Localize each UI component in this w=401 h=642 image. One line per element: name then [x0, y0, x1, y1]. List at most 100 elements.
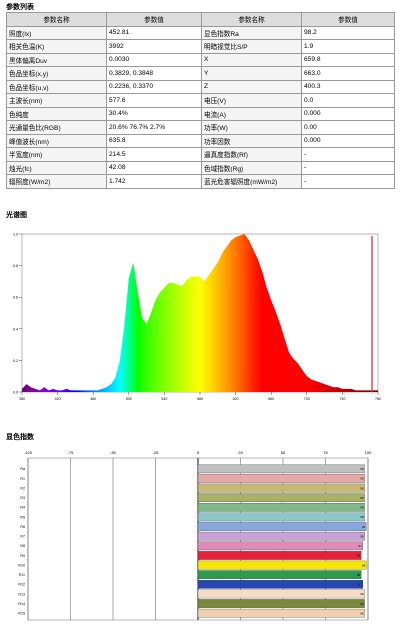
cri-bar — [197, 551, 362, 560]
cri-bar — [197, 522, 367, 531]
header-param-value: 参数值 — [106, 12, 202, 27]
cri-bar — [197, 503, 365, 512]
spectrum-x-tick-label: 500 — [126, 397, 132, 401]
cri-bar-value-label: 99 — [362, 525, 366, 529]
cri-category-label: R13 — [18, 592, 25, 596]
cri-bar-value-label: 98 — [360, 486, 364, 490]
params-row: 色纯度 30.4% 电流(A) 0.000 — [6, 106, 395, 121]
cri-chart: -100 -75 -50 -25 0 25 50 75 100 Ra 98 R1 98 R2 98 R3 98 R… — [18, 450, 372, 621]
cri-bar — [197, 570, 362, 579]
param-name-cell: 功率(W) — [201, 120, 302, 135]
param-name-cell: 电流(A) — [201, 106, 302, 121]
param-value-cell: 577.6 — [106, 93, 202, 108]
cri-bar-value-label: 98 — [360, 467, 364, 471]
params-row: 半宽度(nm) 214.5 逼真度指数(Rf) - — [6, 147, 395, 162]
param-value-cell: 659.8 — [301, 52, 395, 67]
header-param-name: 参数名称 — [201, 12, 302, 27]
cri-category-label: R1 — [20, 477, 25, 481]
param-name-cell: 光通量色比(RGB) — [6, 120, 107, 135]
spectrum-y-tick-label: 1.0 — [13, 233, 18, 237]
param-name-cell: 电压(V) — [201, 93, 302, 108]
params-table: 参数名称 参数值 参数名称 参数值 照度(lx) 452.81 显色指数Ra 98.2… — [6, 12, 395, 189]
param-name-cell: 色纯度 — [6, 106, 107, 121]
params-header-row: 参数名称 参数值 参数名称 参数值 — [6, 12, 395, 27]
spectrum-y-tick-label: 0.6 — [13, 296, 18, 300]
cri-x-tick-label: -75 — [68, 450, 75, 455]
param-value-cell: - — [301, 174, 395, 189]
param-name-cell: 照度(lx) — [6, 25, 107, 40]
cri-bar-value-label: 98 — [360, 592, 364, 596]
param-value-cell: 0.2236, 0.3370 — [106, 79, 202, 94]
cri-bar — [197, 464, 365, 474]
spectrum-x-tick-label: 620 — [233, 397, 239, 401]
param-name-cell: 色域指数(Rg) — [201, 160, 302, 175]
cri-category-label: R14 — [18, 602, 25, 606]
cri-bar-value-label: 97 — [359, 583, 363, 587]
param-value-cell: - — [301, 147, 395, 162]
cri-bar — [197, 560, 367, 570]
param-name-cell: 半宽度(nm) — [6, 147, 107, 162]
spectrum-x-tick-label: 580 — [197, 397, 203, 401]
cri-x-tick-label: 100 — [365, 450, 372, 455]
param-name-cell: 黑体偏离Duv — [6, 52, 107, 67]
param-value-cell: 98.2 — [301, 25, 395, 40]
param-value-cell: 0.000 — [301, 106, 395, 121]
params-row: 辐照度(W/m2) 1.742 蓝光危害辐照度(mW/m2) - — [6, 174, 395, 189]
param-name-cell: 蓝光危害辐照度(mW/m2) — [201, 174, 302, 189]
spectrum-x-tick-label: 460 — [90, 397, 96, 401]
cri-x-tick-label: -100 — [24, 450, 33, 455]
cri-bar-value-label: 98 — [360, 611, 364, 615]
cri-category-label: R9 — [20, 554, 25, 558]
param-value-cell: 0.0030 — [106, 52, 202, 67]
params-row: 主波长(nm) 577.6 电压(V) 0.0 — [6, 93, 395, 108]
spectrum-y-tick-label: 0.4 — [13, 327, 18, 331]
param-value-cell: 663.0 — [301, 66, 395, 81]
param-value-cell: 42.08 — [106, 160, 202, 175]
param-value-cell: 400.3 — [301, 79, 395, 94]
cri-bar-value-label: 98 — [360, 477, 364, 481]
cri-bar-value-label: 96 — [357, 554, 361, 558]
param-name-cell: 辐照度(W/m2) — [6, 174, 107, 189]
spectrum-x-tick-label: 780 — [375, 397, 381, 401]
params-row: 色品坐标(x,y) 0.3829, 0.3848 Y 663.0 — [6, 66, 395, 81]
cri-bar — [197, 483, 365, 493]
spectrum-x-tick-label: 540 — [161, 397, 167, 401]
cri-x-tick-label: 75 — [323, 450, 328, 455]
param-name-cell: 显色指数Ra — [201, 25, 302, 40]
param-value-cell: 452.81 — [106, 25, 202, 40]
spectrum-x-tick-label: 660 — [268, 397, 274, 401]
cri-category-label: R10 — [18, 563, 25, 567]
cri-bar — [197, 608, 365, 618]
cri-bar — [197, 580, 364, 589]
param-value-cell: 0.0 — [301, 93, 395, 108]
cri-bar-value-label: 98 — [360, 515, 364, 519]
params-section-title: 参数列表 — [6, 4, 34, 11]
spectrum-x-tick-label: 420 — [55, 397, 61, 401]
cri-bar — [197, 589, 365, 599]
cri-bar — [197, 541, 364, 551]
param-name-cell: 逼真度指数(Rf) — [201, 147, 302, 162]
cri-bar-value-label: 98 — [360, 602, 364, 606]
cri-category-label: R7 — [20, 535, 25, 539]
cri-bar-value-label: 96 — [357, 573, 361, 577]
params-row: 黑体偏离Duv 0.0030 X 659.8 — [6, 52, 395, 67]
param-value-cell: 0.00 — [301, 120, 395, 135]
param-name-cell: 色品坐标(x,y) — [6, 66, 107, 81]
param-value-cell: 0.3829, 0.3848 — [106, 66, 202, 81]
cri-bar-value-label: 99 — [362, 563, 366, 567]
spectrum-y-tick-label: 0.8 — [13, 264, 18, 268]
param-name-cell: Y — [201, 66, 302, 81]
cri-category-label: R4 — [20, 506, 25, 510]
cri-category-label: R2 — [20, 486, 25, 490]
cri-bar — [197, 512, 365, 522]
cri-bar-value-label: 98 — [360, 534, 364, 538]
cri-bar — [197, 493, 365, 502]
spectrum-y-tick-label: 0.2 — [13, 359, 18, 363]
param-name-cell: 相关色温(K) — [6, 39, 107, 54]
spectrum-x-tick-label: 380 — [19, 397, 25, 401]
param-name-cell: 功率因数 — [201, 133, 302, 148]
cri-bar-value-label: 98 — [360, 496, 364, 500]
header-param-name: 参数名称 — [6, 12, 107, 27]
param-value-cell: 1.9 — [301, 39, 395, 54]
param-value-cell: 20.6% 76.7% 2.7% — [106, 120, 202, 135]
